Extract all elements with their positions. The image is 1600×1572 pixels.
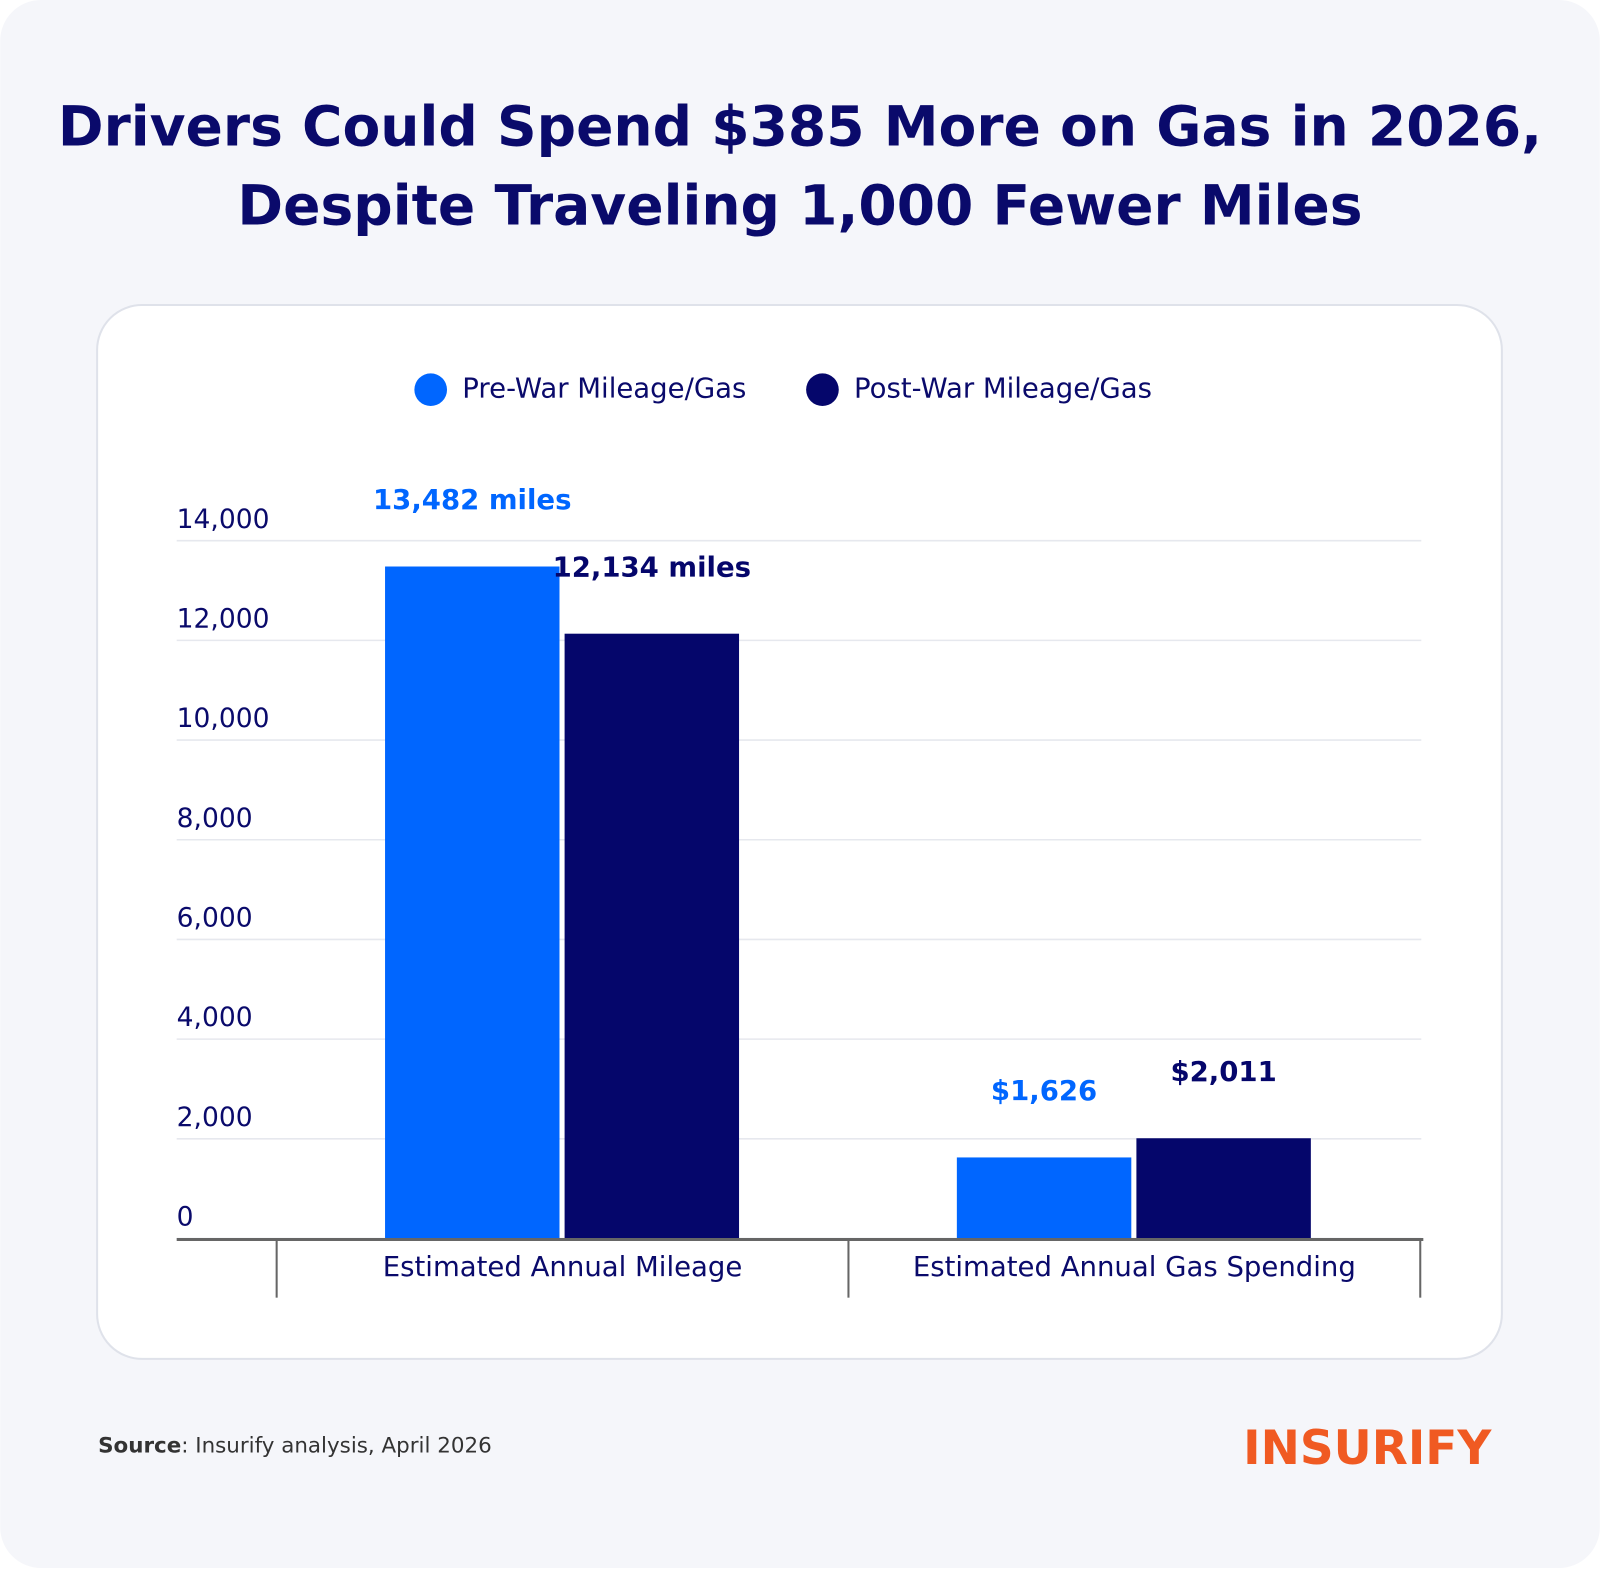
x-tick-label: Estimated Annual Mileage: [383, 1251, 743, 1283]
title-line: Despite Traveling 1,000 Fewer Miles: [237, 173, 1362, 237]
logo: INSURIFY: [1243, 1421, 1492, 1476]
value-label: 12,134 miles: [553, 551, 751, 583]
y-tick-label: 6,000: [177, 903, 253, 934]
bar: [1136, 1138, 1311, 1239]
y-tick-label: 14,000: [177, 504, 270, 535]
y-tick-label: 0: [177, 1202, 194, 1233]
bar: [564, 633, 740, 1239]
plot: 0 2,000 4,000 6,000 8,000 10,000 12,000 14,000 P…: [177, 373, 1424, 1298]
source-note: Source: Insurify analysis, April 2026: [98, 1434, 492, 1459]
title-line: Drivers Could Spend $385 More on Gas in …: [58, 95, 1542, 159]
source-label: Source: [98, 1434, 181, 1459]
bar: [385, 566, 560, 1239]
y-tick-label: 2,000: [177, 1102, 253, 1133]
y-tick-label: 10,000: [177, 703, 270, 734]
legend-swatch: [414, 373, 448, 407]
x-tick-label: Estimated Annual Gas Spending: [913, 1251, 1356, 1283]
y-tick-label: 12,000: [177, 603, 270, 634]
y-tick-label: 8,000: [177, 803, 253, 834]
value-label: $1,626: [991, 1075, 1097, 1107]
value-label: $2,011: [1171, 1056, 1277, 1088]
legend-swatch: [806, 373, 839, 407]
value-label: 13,482 miles: [373, 484, 571, 516]
legend-label: Pre-War Mileage/Gas: [462, 373, 746, 405]
y-tick-label: 4,000: [177, 1002, 253, 1033]
legend-label: Post-War Mileage/Gas: [854, 373, 1152, 405]
source-text: : Insurify analysis, April 2026: [181, 1434, 492, 1459]
bar: [956, 1157, 1132, 1239]
